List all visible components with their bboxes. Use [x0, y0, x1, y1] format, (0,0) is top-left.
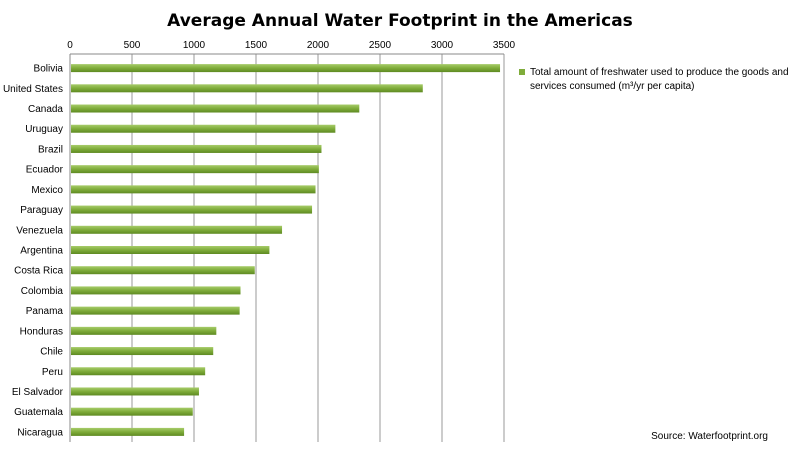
bar	[71, 407, 193, 416]
bar	[71, 326, 217, 335]
category-label: Chile	[40, 347, 63, 358]
bar	[71, 144, 322, 153]
category-label: Mexico	[31, 185, 63, 196]
bar	[71, 286, 241, 295]
category-label: United States	[3, 84, 63, 95]
category-label: Brazil	[38, 144, 63, 155]
x-tick-label: 2000	[307, 40, 330, 51]
legend: Total amount of freshwater used to produ…	[519, 67, 789, 92]
bar	[71, 64, 501, 73]
bar	[71, 306, 240, 315]
category-label: Colombia	[21, 286, 64, 297]
x-tick-label: 500	[124, 40, 141, 51]
category-label: Venezuela	[16, 225, 63, 236]
bar	[71, 84, 423, 93]
x-axis-ticks: 0 500 1000 1500 2000 2500 3000 3500	[67, 40, 515, 51]
x-tick-label: 1000	[183, 40, 206, 51]
category-label: Uruguay	[25, 124, 63, 135]
x-tick-label: 2500	[369, 40, 392, 51]
bar	[71, 205, 313, 214]
bar	[71, 104, 360, 113]
x-tick-label: 3000	[431, 40, 454, 51]
category-label: Paraguay	[20, 205, 63, 216]
category-label: Honduras	[20, 326, 63, 337]
x-tick-label: 0	[67, 40, 73, 51]
x-tick-label: 3500	[493, 40, 516, 51]
source-note: Source: Waterfootprint.org	[651, 431, 768, 442]
legend-swatch	[519, 69, 525, 75]
chart-title: Average Annual Water Footprint in the Am…	[167, 11, 633, 31]
bar	[71, 225, 283, 234]
category-label: Ecuador	[26, 165, 64, 176]
category-label: Guatemala	[14, 407, 63, 418]
bar	[71, 427, 185, 436]
category-label: Argentina	[20, 246, 63, 257]
bar	[71, 367, 206, 376]
bars	[71, 64, 501, 436]
bar	[71, 347, 214, 356]
category-label: Bolivia	[34, 64, 64, 75]
bar	[71, 185, 316, 194]
category-label: Costa Rica	[14, 266, 63, 277]
category-label: Canada	[28, 104, 63, 115]
legend-label-line-2: services consumed (m³/yr per capita)	[530, 81, 695, 92]
bar	[71, 266, 255, 275]
category-label: Peru	[42, 367, 63, 378]
category-labels: Bolivia United States Canada Uruguay Brazil E…	[3, 64, 64, 439]
legend-label-line-1: Total amount of freshwater used to produ…	[530, 67, 789, 78]
bar	[71, 246, 270, 254]
x-tick-label: 1500	[245, 40, 268, 51]
gridlines	[69, 53, 505, 442]
bar	[71, 387, 199, 396]
bar	[71, 124, 336, 133]
category-label: El Salvador	[12, 387, 64, 398]
bar	[71, 165, 319, 174]
category-label: Panama	[26, 306, 64, 317]
category-label: Nicaragua	[17, 427, 63, 438]
